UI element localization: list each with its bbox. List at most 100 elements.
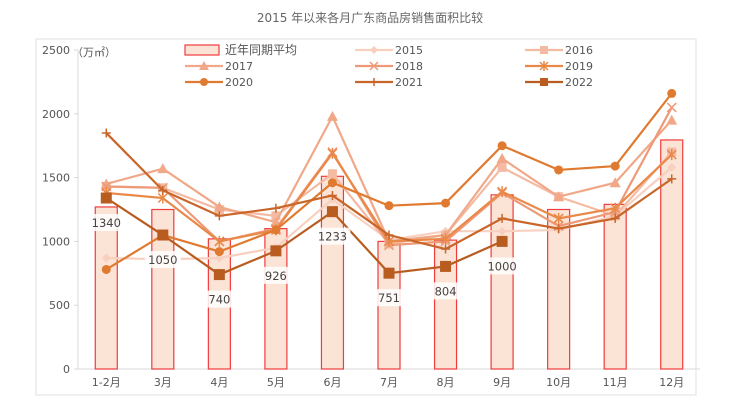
marker-triangle xyxy=(496,152,508,163)
legend-label: 2015 xyxy=(395,44,423,57)
legend-item: 2020 xyxy=(185,76,253,89)
series-2020 xyxy=(101,88,677,274)
marker-asterisk xyxy=(553,212,564,224)
marker-plus xyxy=(271,203,281,213)
series-line xyxy=(106,151,673,243)
bar-average xyxy=(547,208,571,370)
data-label: 740 xyxy=(208,293,230,307)
x-tick-label: 11月 xyxy=(603,376,628,389)
marker-asterisk xyxy=(214,235,225,247)
series-2018 xyxy=(101,102,677,251)
marker-plus xyxy=(441,244,451,254)
legend-item: 2015 xyxy=(355,44,423,57)
data-label-bg xyxy=(144,251,181,269)
x-tick-label: 1-2月 xyxy=(92,376,121,389)
data-label: 804 xyxy=(435,284,457,298)
legend-item: 2018 xyxy=(355,60,423,73)
data-label-bg xyxy=(484,257,521,275)
marker-asterisk xyxy=(539,61,549,71)
legend-swatch xyxy=(184,44,220,56)
y-tick-label: 1000 xyxy=(42,235,70,248)
bar-average xyxy=(603,203,627,370)
y-tick-label: 2000 xyxy=(42,108,70,121)
marker-plus xyxy=(610,213,620,223)
data-label-bg xyxy=(261,266,291,284)
marker-plus xyxy=(214,211,224,221)
y-tick-label: 0 xyxy=(63,363,70,376)
marker-asterisk xyxy=(497,186,508,198)
data-label: 926 xyxy=(265,269,287,283)
legend-label: 2022 xyxy=(565,76,593,89)
marker-square xyxy=(270,245,282,257)
marker-asterisk xyxy=(610,202,621,214)
marker-square xyxy=(326,206,338,218)
legend-label: 2021 xyxy=(395,76,423,89)
legend-item: 2019 xyxy=(525,60,593,73)
series-line xyxy=(105,197,503,276)
marker-plus xyxy=(327,190,337,200)
marker-diamond xyxy=(497,226,507,236)
marker-triangle xyxy=(157,163,169,174)
y-tick-label: 2500 xyxy=(42,44,70,57)
marker-plus xyxy=(554,224,564,234)
marker-circle xyxy=(497,141,507,151)
data-label-bg xyxy=(205,290,234,308)
marker-plus xyxy=(158,185,168,195)
legend-label: 2020 xyxy=(225,76,253,89)
legend-label: 近年同期平均 xyxy=(225,43,297,57)
x-tick-label: 6月 xyxy=(323,376,341,389)
marker-triangle xyxy=(199,61,209,70)
y-axis-unit: （万㎡） xyxy=(72,46,116,59)
x-tick-label: 4月 xyxy=(210,376,228,389)
bar-average xyxy=(660,139,684,370)
data-label: 751 xyxy=(378,291,400,305)
data-label: 1233 xyxy=(318,230,347,244)
series-2019 xyxy=(101,147,677,247)
legend-item: 近年同期平均 xyxy=(184,43,297,57)
legend-item: 2016 xyxy=(525,44,593,57)
legend-label: 2018 xyxy=(395,60,423,73)
marker-circle xyxy=(610,161,620,171)
data-label: 1050 xyxy=(148,253,177,267)
series-line xyxy=(106,151,673,246)
bar-average xyxy=(151,208,175,370)
marker-triangle xyxy=(213,201,225,212)
data-label-bg xyxy=(374,289,404,307)
x-tick-label: 12月 xyxy=(659,376,684,389)
marker-x xyxy=(369,61,379,71)
x-tick-label: 8月 xyxy=(437,376,455,389)
bar-average xyxy=(94,206,118,370)
marker-circle xyxy=(441,198,451,208)
legend-item: 2022 xyxy=(525,76,593,89)
marker-asterisk xyxy=(440,233,451,245)
series-2021 xyxy=(101,128,677,254)
marker-circle xyxy=(384,201,394,211)
marker-triangle xyxy=(609,177,621,188)
x-tick-label: 3月 xyxy=(154,376,172,389)
marker-triangle xyxy=(326,110,338,121)
marker-circle xyxy=(101,264,111,274)
data-label-bg xyxy=(431,282,460,300)
legend-label: 2019 xyxy=(565,60,593,73)
marker-square xyxy=(540,46,548,54)
y-tick-label: 500 xyxy=(49,299,70,312)
marker-plus xyxy=(497,213,507,223)
marker-plus xyxy=(384,230,394,240)
x-tick-label: 5月 xyxy=(267,376,285,389)
legend-label: 2016 xyxy=(565,44,593,57)
y-tick-label: 1500 xyxy=(42,172,70,185)
data-label: 1000 xyxy=(487,259,516,273)
marker-square xyxy=(540,78,548,86)
legend-label: 2017 xyxy=(225,60,253,73)
series-2017 xyxy=(100,110,678,246)
marker-square xyxy=(157,229,169,241)
marker-square xyxy=(100,192,112,204)
marker-diamond xyxy=(214,253,224,263)
legend-item: 2017 xyxy=(185,60,253,73)
marker-plus xyxy=(370,78,378,86)
marker-square xyxy=(383,267,395,279)
marker-asterisk xyxy=(327,147,338,159)
data-label-bg xyxy=(88,214,125,232)
marker-square xyxy=(440,260,452,272)
